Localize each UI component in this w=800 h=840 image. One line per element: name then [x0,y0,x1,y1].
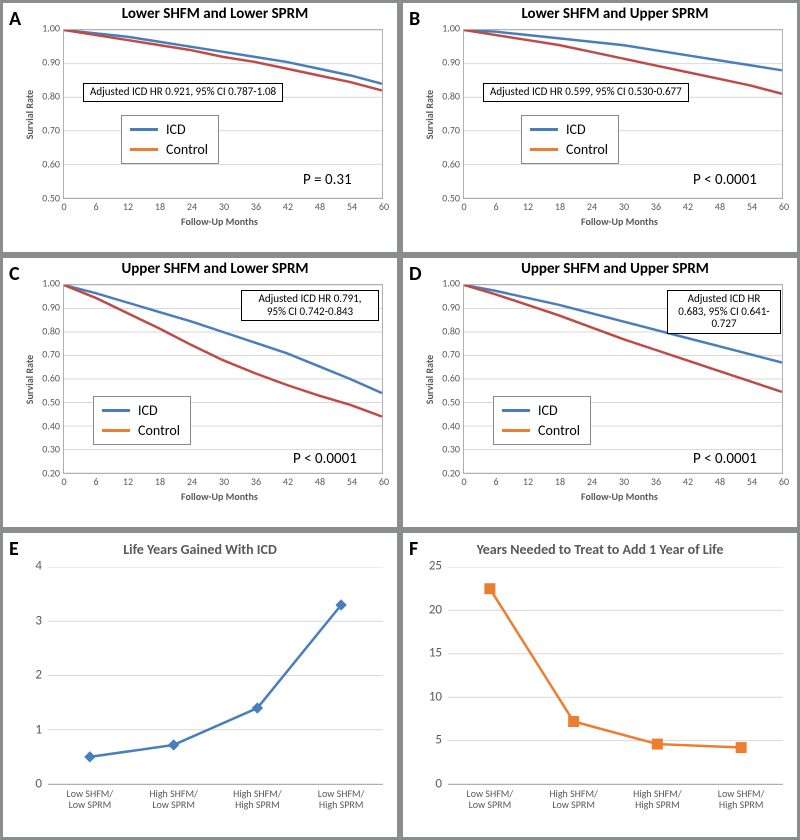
p-value: P < 0.0001 [693,450,757,468]
ef-svg [48,567,383,784]
panel-letter: E [9,537,19,561]
panel-letter: F [409,537,418,561]
x-axis-label: Follow-Up Months [181,215,258,228]
y-axis-label: Survial Rate [423,90,436,139]
line-plot-area: 0510152025 Low SHFM/Low SPRMHigh SHFM/Lo… [448,567,783,785]
hr-annotation: Adjusted ICD HR 0.921, 95% CI 0.787-1.08 [83,83,283,102]
chart-title: Life Years Gained With ICD [3,541,397,558]
panel-letter: A [9,7,21,31]
y-axis-label: Survial Rate [423,355,436,404]
x-axis-label: Follow-Up Months [581,490,658,503]
y-axis-label: Survial Rate [23,90,36,139]
line-plot-area: 01234 Low SHFM/Low SPRMHigh SHFM/Low SPR… [48,567,383,785]
series-ynt [490,589,741,748]
chart-title: Upper SHFM and Lower SPRM [33,260,397,278]
legend: ICD Control [493,396,591,445]
p-value: P = 0.31 [303,171,352,189]
hr-annotation: Adjusted ICD HR 0.683, 95% CI 0.641-0.72… [667,290,781,334]
legend: ICD Control [521,115,619,164]
legend-icd: ICD [138,401,158,421]
chart-title: Lower SHFM and Lower SPRM [33,5,397,23]
panel-a: A Lower SHFM and Lower SPRM 0.500.600.70… [0,0,400,255]
series-control [64,30,382,90]
chart-title: Lower SHFM and Upper SPRM [433,5,797,23]
panel-letter: D [409,262,422,286]
x-axis-label: Follow-Up Months [581,215,658,228]
panel-letter: B [409,7,420,31]
series-icd [464,30,782,70]
p-value: P < 0.0001 [693,171,757,189]
x-axis-label: Follow-Up Months [181,490,258,503]
legend-icd: ICD [166,120,186,140]
legend: ICD Control [93,396,191,445]
p-value: P < 0.0001 [293,450,357,468]
hr-annotation: Adjusted ICD HR 0.599, 95% CI 0.530-0.67… [483,83,689,102]
ef-svg [448,567,783,784]
y-axis-label: Survial Rate [23,355,36,404]
panel-f: F Years Needed to Treat to Add 1 Year of… [400,530,800,840]
chart-title: Years Needed to Treat to Add 1 Year of L… [403,541,797,558]
panel-e: E Life Years Gained With ICD 01234 Low S… [0,530,400,840]
legend-icd: ICD [566,120,586,140]
panel-c: C Upper SHFM and Lower SPRM 0.200.300.40… [0,255,400,530]
legend-icd: ICD [538,401,558,421]
legend-control: Control [166,140,208,160]
panel-b: B Lower SHFM and Upper SPRM 0.500.600.70… [400,0,800,255]
panel-letter: C [9,262,20,286]
legend: ICD Control [121,115,219,164]
legend-control: Control [538,421,580,441]
legend-control: Control [138,421,180,441]
hr-annotation: Adjusted ICD HR 0.791, 95% CI 0.742-0.84… [241,290,379,321]
figure-grid: A Lower SHFM and Lower SPRM 0.500.600.70… [0,0,800,840]
panel-d: D Upper SHFM and Upper SPRM 0.200.300.40… [400,255,800,530]
series-lyg [90,605,341,757]
legend-control: Control [566,140,608,160]
chart-title: Upper SHFM and Upper SPRM [433,260,797,278]
